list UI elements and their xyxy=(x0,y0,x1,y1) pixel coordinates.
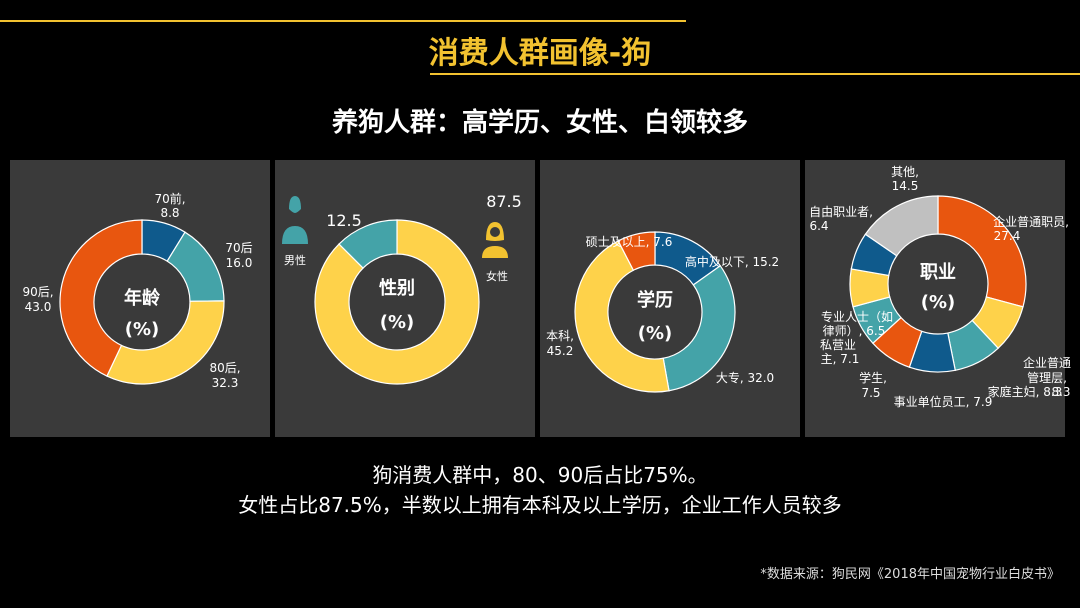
data-label: 70后 xyxy=(225,241,252,255)
data-label: 自由职业者, xyxy=(809,205,873,219)
donut-slice xyxy=(59,219,143,377)
chart-center-title: 性别 xyxy=(379,277,415,299)
donut-slice xyxy=(314,219,480,385)
data-label: 律师）, 6.5 xyxy=(823,324,886,338)
page-title: 消费人群画像-狗 xyxy=(428,36,652,71)
data-label: 45.2 xyxy=(547,344,574,358)
data-label: 27.4 xyxy=(994,229,1021,243)
donut-slice xyxy=(937,195,1027,308)
data-label: 专业人士（如 xyxy=(821,309,893,324)
data-label: 16.0 xyxy=(226,256,253,270)
data-label: 私营业 xyxy=(820,338,856,352)
data-label: 43.0 xyxy=(25,300,52,314)
chart-center-title: 学历 xyxy=(637,289,673,311)
education-chart-panel: 学历 (%) 硕士及以上, 7.6 高中及以下, 15.2 大专, 32.0 本… xyxy=(540,160,800,437)
data-label: 主, 7.1 xyxy=(821,352,860,366)
data-label: 7.5 xyxy=(861,386,880,400)
data-label: 70前, xyxy=(154,191,185,206)
chart-center-title: 职业 xyxy=(920,262,956,283)
age-donut-chart: 年龄 (%) 70前, 8.8 70后 16.0 80后, 32.3 90后, … xyxy=(22,191,253,390)
chart-center-unit: (%) xyxy=(125,319,160,340)
data-label: 6.4 xyxy=(809,219,828,233)
donut-slice xyxy=(338,219,398,269)
data-label: 管理层, xyxy=(1027,370,1067,385)
data-label-male: 12.5 xyxy=(326,211,362,230)
female-icon xyxy=(482,222,508,258)
legend-label-male: 男性 xyxy=(284,253,306,267)
donut-slice xyxy=(864,195,939,257)
data-label: 本科, xyxy=(546,329,574,343)
data-label: 14.5 xyxy=(892,179,919,193)
data-label: 80后, xyxy=(209,361,240,375)
summary-line-1: 狗消费人群中，80、90后占比75%。 xyxy=(372,463,708,487)
summary-line-2: 女性占比87.5%，半数以上拥有本科及以上学历，企业工作人员较多 xyxy=(238,493,842,517)
data-label: 其他, xyxy=(891,165,919,179)
donut-slice xyxy=(106,300,225,385)
chart-center-unit: (%) xyxy=(921,292,956,313)
chart-center-title: 年龄 xyxy=(124,287,161,309)
data-label: 事业单位员工, 7.9 xyxy=(894,394,993,409)
data-label: 8.3 xyxy=(1051,385,1070,399)
data-label-female: 87.5 xyxy=(486,192,522,211)
chart-center-unit: (%) xyxy=(380,312,415,333)
data-label: 硕士及以上, 7.6 xyxy=(586,235,673,249)
data-source-note: *数据来源：狗民网《2018年中国宠物行业白皮书》 xyxy=(760,567,1060,582)
occupation-chart-panel: 职业 (%) 其他, 14.5 自由职业者, 6.4 企业普通职员, 27.4 … xyxy=(805,160,1071,437)
legend-label-female: 女性 xyxy=(486,269,508,283)
donut-slice xyxy=(574,240,670,393)
occupation-donut-chart: 职业 (%) 其他, 14.5 自由职业者, 6.4 企业普通职员, 27.4 … xyxy=(809,165,1071,409)
data-label: 90后, xyxy=(22,285,53,299)
data-label: 32.3 xyxy=(212,376,239,390)
male-icon xyxy=(282,196,308,244)
data-label: 8.8 xyxy=(160,206,179,220)
data-label: 大专, 32.0 xyxy=(716,370,774,385)
education-donut-chart: 学历 (%) 硕士及以上, 7.6 高中及以下, 15.2 大专, 32.0 本… xyxy=(546,231,779,393)
gender-donut-chart: 性别 (%) 男性 12.5 女性 87.5 xyxy=(282,192,522,385)
data-label: 家庭主妇, 8.3 xyxy=(988,384,1063,399)
data-label: 企业普通职员, xyxy=(993,214,1069,229)
top-accent-line xyxy=(0,20,686,22)
data-label: 企业普通 xyxy=(1023,355,1071,370)
age-chart-panel: 年龄 (%) 70前, 8.8 70后 16.0 80后, 32.3 90后, … xyxy=(10,160,270,437)
summary-text: 狗消费人群中，80、90后占比75%。 女性占比87.5%，半数以上拥有本科及以… xyxy=(0,460,1080,520)
page-subtitle: 养狗人群：高学历、女性、白领较多 xyxy=(331,108,748,138)
title-underline xyxy=(430,73,1080,75)
data-label: 高中及以下, 15.2 xyxy=(685,254,779,269)
chart-center-unit: (%) xyxy=(638,323,673,344)
donut-slice xyxy=(617,231,656,272)
gender-chart-panel: 性别 (%) 男性 12.5 女性 87.5 xyxy=(275,160,535,437)
data-label: 学生, xyxy=(859,370,887,385)
donut-slice xyxy=(662,264,736,392)
